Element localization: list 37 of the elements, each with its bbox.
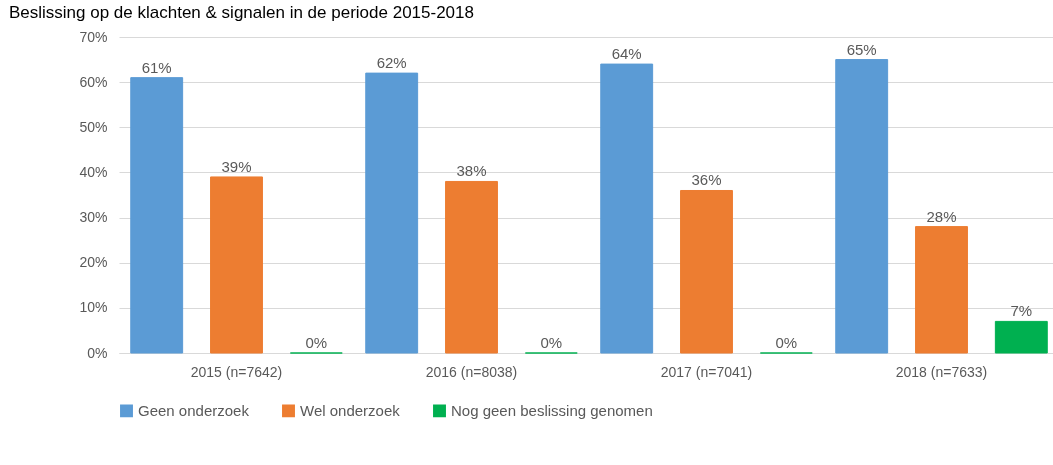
- chart-title: Beslissing op de klachten & signalen in de periode 2015-2018: [8, 3, 474, 22]
- x-tick-label: 2016 (n=8038): [425, 363, 518, 380]
- bar: [994, 320, 1048, 354]
- x-tick-label: 2018 (n=7633): [895, 363, 988, 380]
- y-tick-label: 30%: [79, 209, 108, 226]
- data-label: 64%: [611, 45, 642, 63]
- data-label: 0%: [540, 334, 563, 351]
- y-tick-label: 0%: [87, 344, 108, 361]
- y-tick-label: 60%: [79, 73, 108, 90]
- bar: [600, 63, 654, 354]
- data-label: 65%: [846, 40, 877, 58]
- data-label: 61%: [141, 58, 172, 76]
- y-tick-label: 10%: [79, 299, 108, 316]
- y-tick-label: 70%: [79, 28, 108, 45]
- data-label: 7%: [1010, 302, 1033, 320]
- data-label: 28%: [926, 207, 957, 225]
- bar: [210, 176, 263, 354]
- bar: [365, 72, 419, 354]
- legend-label: Geen onderzoek: [138, 401, 250, 419]
- y-tick-label: 50%: [79, 118, 108, 135]
- data-label: 62%: [376, 54, 407, 72]
- legend-label: Wel onderzoek: [300, 401, 401, 419]
- data-label: 0%: [775, 334, 798, 351]
- data-label: 0%: [305, 334, 328, 351]
- x-tick-label: 2015 (n=7642): [190, 363, 283, 380]
- data-label: 38%: [456, 162, 487, 180]
- bar: [680, 189, 733, 354]
- bar: [835, 59, 889, 354]
- legend-label: Nog geen beslissing genomen: [451, 401, 653, 419]
- bar: [915, 226, 968, 354]
- y-tick-label: 40%: [79, 163, 108, 180]
- data-label: 39%: [221, 157, 252, 175]
- x-tick-label: 2017 (n=7041): [660, 363, 753, 380]
- bar: [130, 77, 184, 354]
- data-label: 36%: [691, 171, 722, 189]
- y-tick-label: 20%: [79, 254, 108, 271]
- bar: [445, 180, 498, 354]
